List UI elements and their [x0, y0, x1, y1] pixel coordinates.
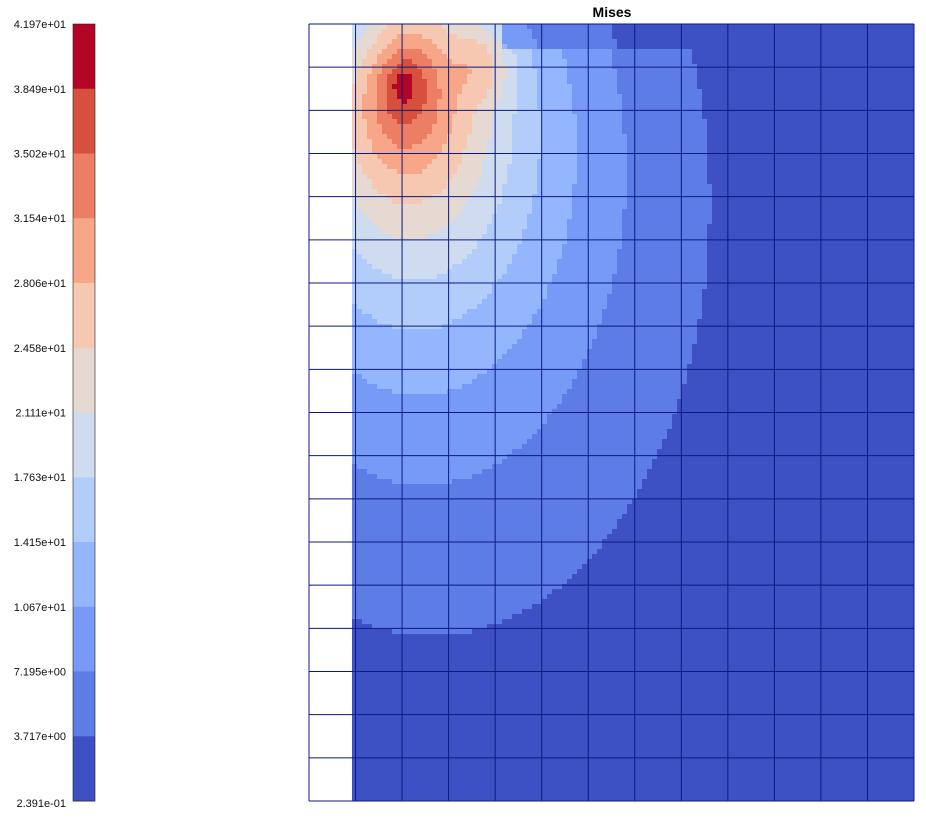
colorbar-tick-label: 4.197e+01: [14, 19, 66, 31]
colorbar-tick-label: 1.763e+01: [14, 472, 66, 484]
colorbar-segment: [73, 672, 95, 737]
colorbar-segment: [73, 154, 95, 219]
colorbar-tick-label: 3.849e+01: [14, 84, 66, 96]
chart-title: Mises: [593, 4, 632, 20]
colorbar-tick-label: 2.458e+01: [14, 343, 66, 355]
colorbar-segment: [73, 218, 95, 283]
colorbar-segment: [73, 348, 95, 413]
colorbar-tick-label: 3.717e+00: [14, 731, 66, 743]
colorbar-ticks: 4.197e+01 3.849e+01 3.502e+01 3.154e+01 2.80…: [14, 19, 66, 810]
colorbar-tick-label: 1.067e+01: [14, 602, 66, 614]
colorbar-tick-label: 3.154e+01: [14, 213, 66, 225]
colorbar-segment: [73, 607, 95, 672]
colorbar-tick-label: 7.195e+00: [14, 666, 66, 678]
colorbar-segment: [73, 24, 95, 89]
colorbar-segment: [73, 283, 95, 348]
colorbar-tick-label: 2.391e-01: [16, 798, 66, 810]
colorbar: [73, 24, 95, 802]
colorbar-segment: [73, 736, 95, 801]
colorbar-segment: [73, 477, 95, 542]
colorbar-tick-label: 2.806e+01: [14, 278, 66, 290]
colorbar-segment: [73, 413, 95, 478]
colorbar-segment: [73, 89, 95, 154]
colorbar-tick-label: 1.415e+01: [14, 537, 66, 549]
contour-plot: [309, 24, 917, 804]
colorbar-tick-label: 2.111e+01: [15, 407, 66, 419]
colorbar-segment: [73, 542, 95, 607]
colorbar-tick-label: 3.502e+01: [14, 148, 66, 160]
